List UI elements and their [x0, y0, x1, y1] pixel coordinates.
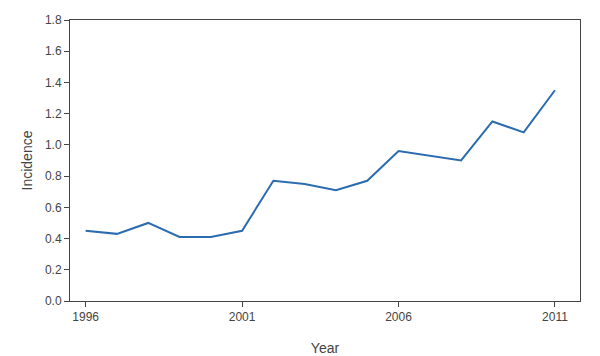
svg-text:1.4: 1.4	[45, 76, 62, 90]
svg-text:1.6: 1.6	[45, 44, 62, 58]
svg-text:1996: 1996	[72, 310, 99, 324]
svg-text:0.8: 0.8	[45, 169, 62, 183]
svg-text:0.6: 0.6	[45, 201, 62, 215]
svg-text:1.8: 1.8	[45, 13, 62, 27]
svg-text:2006: 2006	[385, 310, 412, 324]
svg-text:0.4: 0.4	[45, 232, 62, 246]
svg-text:0.2: 0.2	[45, 263, 62, 277]
svg-text:Incidence: Incidence	[19, 130, 35, 190]
svg-text:0.0: 0.0	[45, 294, 62, 308]
svg-text:2011: 2011	[542, 310, 568, 324]
svg-text:Year: Year	[311, 340, 340, 356]
svg-text:2001: 2001	[229, 310, 256, 324]
svg-text:1.0: 1.0	[45, 138, 62, 152]
svg-text:1.2: 1.2	[45, 107, 62, 121]
